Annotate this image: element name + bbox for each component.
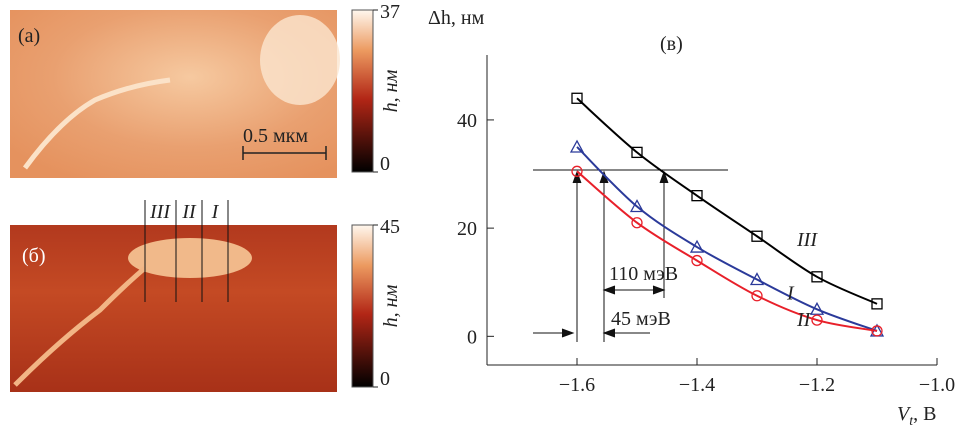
marker xyxy=(571,92,583,104)
colorbar-ticks: 0 37 0 45 xyxy=(373,1,400,390)
marker xyxy=(629,199,645,213)
y-axis-label: Δh, нм xyxy=(428,7,485,29)
x-tick-label: −1.4 xyxy=(679,374,715,396)
marker xyxy=(751,290,763,302)
x-tick-label: −1.2 xyxy=(799,374,835,396)
marker xyxy=(749,272,765,286)
series-label: I xyxy=(786,283,795,305)
y-tick-label: 40 xyxy=(457,110,477,132)
marker xyxy=(691,190,703,202)
series-line xyxy=(576,97,878,305)
line-label: II xyxy=(181,201,197,223)
series-label: III xyxy=(796,229,818,251)
annotation: 110 мэВ xyxy=(609,263,678,285)
marker xyxy=(689,239,705,253)
series-label: II xyxy=(796,309,812,331)
marker xyxy=(691,254,703,267)
y-tick-label: 0 xyxy=(467,326,477,348)
marker xyxy=(631,146,643,159)
scale-bar-label: 0.5 мкм xyxy=(243,125,308,147)
colorbar-tick-label: 0 xyxy=(380,368,390,390)
x-tick-label: −1.0 xyxy=(919,374,955,396)
colorbar-label: h, нм xyxy=(380,284,402,327)
marker xyxy=(871,325,883,337)
panel-label: (а) xyxy=(18,25,40,47)
annotation: 45 мэВ xyxy=(611,308,671,330)
marker xyxy=(569,139,585,153)
series-line xyxy=(576,146,878,332)
line-label: III xyxy=(149,201,171,223)
y-tick-label: 20 xyxy=(457,218,477,240)
panel-label: (б) xyxy=(22,245,46,267)
image-b: III II I (б) h, нм xyxy=(10,200,402,392)
line-label: I xyxy=(211,201,220,223)
marker xyxy=(751,230,763,242)
marker xyxy=(809,301,825,315)
colorbar-tick-label: 0 xyxy=(380,153,390,175)
panel-label: (в) xyxy=(660,33,683,55)
image-a: (а) 0.5 мкм h, нм xyxy=(10,9,402,178)
marker xyxy=(571,165,583,177)
series-line xyxy=(576,170,878,332)
marker xyxy=(871,298,883,310)
marker xyxy=(811,314,823,326)
chart: Δh, нм (в) Vt, В 110 мэВ 45 мэВ xyxy=(428,7,937,429)
marker xyxy=(631,217,643,229)
x-axis-label: Vt, В xyxy=(897,403,936,429)
colorbar-label: h, нм xyxy=(380,69,402,112)
colorbar-tick-label: 45 xyxy=(380,216,400,238)
colorbar-tick-label: 37 xyxy=(380,1,400,23)
x-tick-label: −1.6 xyxy=(559,374,595,396)
marker xyxy=(811,271,823,283)
